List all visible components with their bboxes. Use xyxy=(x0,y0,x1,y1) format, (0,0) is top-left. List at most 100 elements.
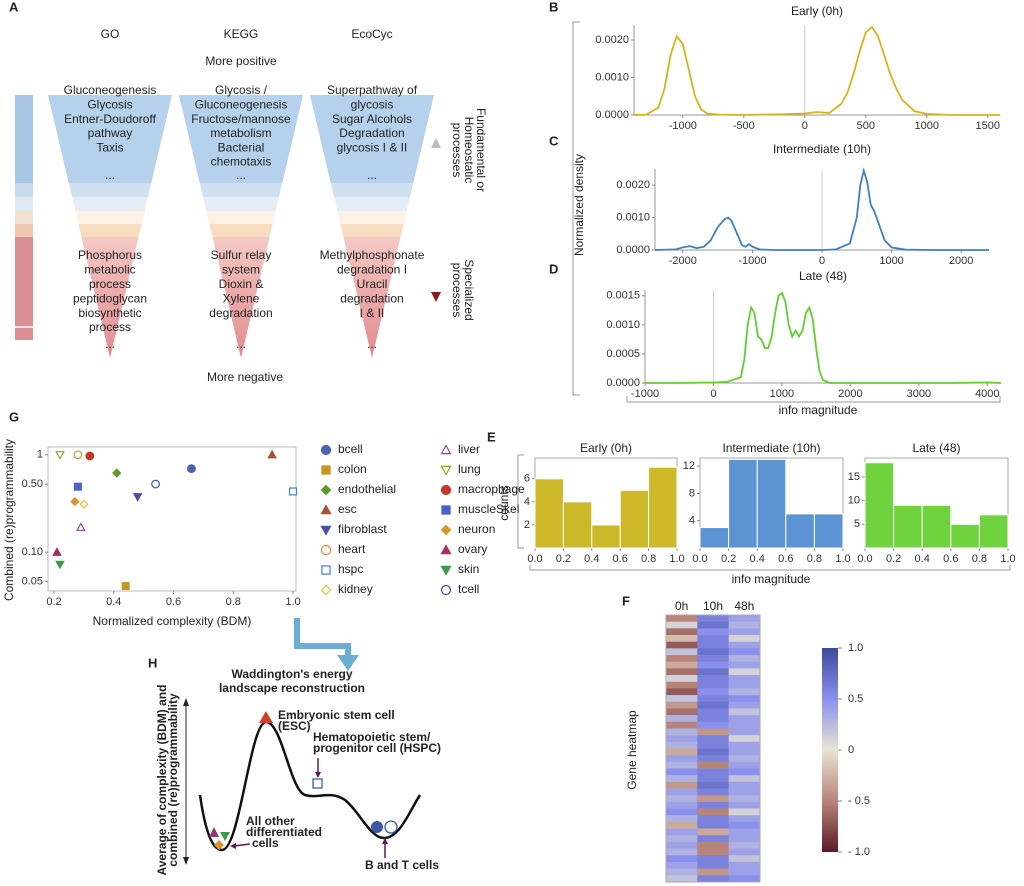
histogram-bar xyxy=(893,504,923,549)
scatter-point xyxy=(187,464,196,474)
heatmap-cell xyxy=(666,775,698,783)
scatter-point xyxy=(73,450,83,460)
histogram-bar xyxy=(756,458,787,549)
hspc-label: progenitor cell (HSPC) xyxy=(313,741,441,755)
pathway-text: Gluconeogenesis xyxy=(64,83,157,97)
y-tick-label: 15 xyxy=(848,471,860,483)
histogram-bar xyxy=(813,513,844,549)
y-tick-label: 6 xyxy=(524,473,530,485)
pathway-text: peptidoglycan xyxy=(73,291,147,305)
heatmap-cell xyxy=(728,841,761,849)
landscape-title: landscape reconstruction xyxy=(219,681,365,695)
pathway-text: Gluconeogenesis xyxy=(195,97,288,111)
legend-label: liver xyxy=(458,442,480,456)
heatmap-cell xyxy=(728,801,761,809)
pathway-text: ... xyxy=(105,337,115,351)
y-axis-label: Combined (re)programmability xyxy=(2,439,16,601)
heatmap-cell xyxy=(728,728,761,736)
heatmap-cell xyxy=(697,848,729,856)
pathway-text: metabolic xyxy=(84,263,135,277)
landscape-axis xyxy=(183,698,189,865)
heatmap-cell xyxy=(728,715,761,723)
heatmap-cell xyxy=(728,875,761,883)
heatmap-cell xyxy=(697,675,729,683)
pathway-text: Glycosis xyxy=(87,97,132,111)
heatmap-cell xyxy=(728,721,761,729)
heatmap-cell xyxy=(728,641,761,649)
heatmap-cell xyxy=(666,675,698,683)
heatmap-cell xyxy=(697,788,729,796)
x-tick-label: 3000 xyxy=(907,388,931,400)
x-tick-label: 0 xyxy=(819,255,825,267)
heatmap-cell xyxy=(697,735,729,743)
cell-marker xyxy=(209,827,219,837)
histogram-bar xyxy=(921,504,952,549)
panel-letter: D xyxy=(549,261,558,276)
y-tick-label: 0.0010 xyxy=(595,71,629,83)
y-tick-label: 0.0000 xyxy=(606,377,640,389)
heatmap-cell xyxy=(728,821,761,829)
heatmap-cell xyxy=(697,795,729,803)
tcell-marker xyxy=(384,820,398,834)
heatmap-cell xyxy=(728,675,761,683)
scatter-point xyxy=(76,522,86,531)
legend-marker xyxy=(440,524,452,536)
heatmap-cell xyxy=(666,708,698,716)
x-tick-label: 0.4 xyxy=(750,553,765,565)
heatmap-cell xyxy=(697,841,729,849)
heatmap-cell xyxy=(728,775,761,783)
bcell-marker xyxy=(371,821,383,833)
colorbar-label: 1.0 xyxy=(848,642,863,654)
x-tick-label: 0.6 xyxy=(613,553,628,565)
x-tick-label: 0.8 xyxy=(972,553,987,565)
pathway-text: Superpathway of xyxy=(327,83,418,97)
heatmap-cell xyxy=(666,795,698,803)
landscape-curve xyxy=(198,720,422,852)
pointer-arrow xyxy=(315,772,321,778)
heatmap-cell xyxy=(666,668,698,676)
pathway-text: Xylene xyxy=(223,291,260,305)
y-tick-label: 0.0000 xyxy=(595,109,629,121)
pathway-text: Uracil xyxy=(357,277,388,291)
histogram-bar xyxy=(978,514,1009,549)
y-tick-label: 0.0000 xyxy=(616,244,650,256)
gradient-arrow xyxy=(431,138,441,302)
panel-letter: G xyxy=(9,409,19,424)
pathway-text: Methylphosphonate xyxy=(320,248,425,262)
pathway-text: metabolism xyxy=(210,126,271,140)
pathway-text: ... xyxy=(367,337,377,351)
x-tick-label: 0 xyxy=(710,388,716,400)
density-line xyxy=(633,25,1000,116)
heatmap-cell xyxy=(666,641,698,649)
heatmap-cell xyxy=(666,755,698,763)
pathway-text: I & II xyxy=(360,306,385,320)
heatmap-cell xyxy=(697,728,729,736)
pathway-text: process xyxy=(89,320,131,334)
heatmap-cell xyxy=(697,821,729,829)
pathway-text: glycosis I & II xyxy=(337,140,408,154)
chart-title: Late (48) xyxy=(912,441,960,455)
histogram-bar xyxy=(864,462,895,549)
heatmap-cell xyxy=(666,848,698,856)
x-tick-label: 0.6 xyxy=(943,553,958,565)
column-label: 48h xyxy=(734,599,754,613)
arrow-label: Specialized xyxy=(462,259,476,320)
legend-label: fibroblast xyxy=(338,522,387,536)
heatmap-cell xyxy=(728,788,761,796)
others-label: cells xyxy=(252,836,279,850)
y-tick-label: 8 xyxy=(689,487,695,499)
heatmap-cell xyxy=(697,755,729,763)
heatmap-cell xyxy=(728,761,761,769)
pathway-text: Entner-Doudoroff xyxy=(64,112,157,126)
heatmap-cell xyxy=(728,735,761,743)
panel-letter: B xyxy=(549,0,558,14)
scatter-point xyxy=(70,497,80,507)
heatmap-cell xyxy=(728,615,761,622)
y-tick-label: 0.0010 xyxy=(616,212,650,224)
y-tick-label: 1 xyxy=(37,449,43,461)
x-tick-label: 500 xyxy=(857,120,875,132)
histogram-bar xyxy=(950,523,980,549)
heatmap-cell xyxy=(666,801,698,809)
histogram-bar xyxy=(562,501,593,549)
